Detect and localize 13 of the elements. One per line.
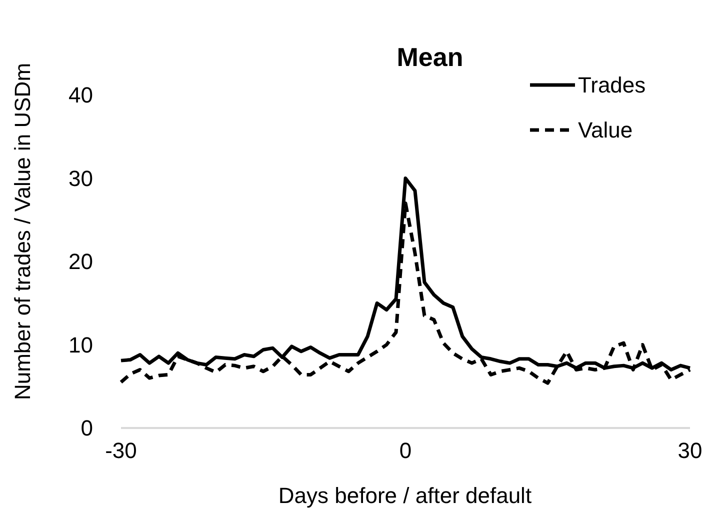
y-tick-label: 0	[80, 416, 93, 441]
legend-label: Value	[578, 118, 633, 143]
x-tick-label: -30	[105, 438, 137, 463]
y-tick-label: 10	[68, 332, 93, 358]
y-tick-label: 30	[68, 166, 93, 191]
chart-title: Mean	[396, 42, 464, 72]
x-axis-title: Days before / after default	[278, 483, 532, 508]
x-tick-label: 0	[399, 438, 412, 463]
x-tick-label: 30	[678, 438, 702, 463]
y-tick-label: 20	[68, 249, 93, 274]
legend-label: Trades	[578, 72, 646, 98]
y-tick-label: 40	[68, 82, 93, 108]
y-axis-title: Number of trades / Value in USDm	[10, 62, 35, 400]
